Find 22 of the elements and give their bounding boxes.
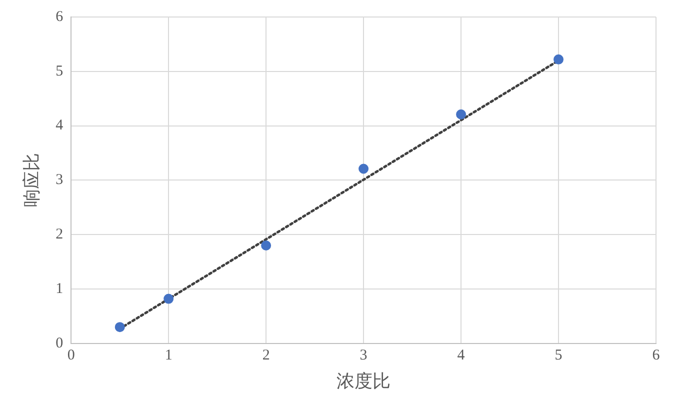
x-tick-label: 1 [164,347,172,364]
x-tick-label: 6 [652,347,660,364]
y-axis-title: 响应比 [22,153,42,208]
y-tick-label: 0 [56,335,64,352]
y-tick-label: 5 [56,63,64,80]
x-tick-label: 4 [457,347,466,364]
y-tick-label: 2 [56,226,64,243]
x-tick-label: 3 [360,347,368,364]
y-tick-label: 1 [56,280,64,297]
y-tick-label: 6 [56,8,64,25]
point [164,294,174,304]
point [114,322,125,332]
y-tick-label: 3 [56,172,64,188]
point [456,109,466,120]
x-tick-label: 5 [554,347,562,364]
x-axis-title: 浓度比 [336,370,391,391]
point [261,240,272,250]
y-tick-label: 4 [56,118,64,134]
point [554,54,564,64]
x-tick-label: 0 [67,347,75,364]
x-tick-label: 2 [262,347,270,364]
point [358,164,369,174]
